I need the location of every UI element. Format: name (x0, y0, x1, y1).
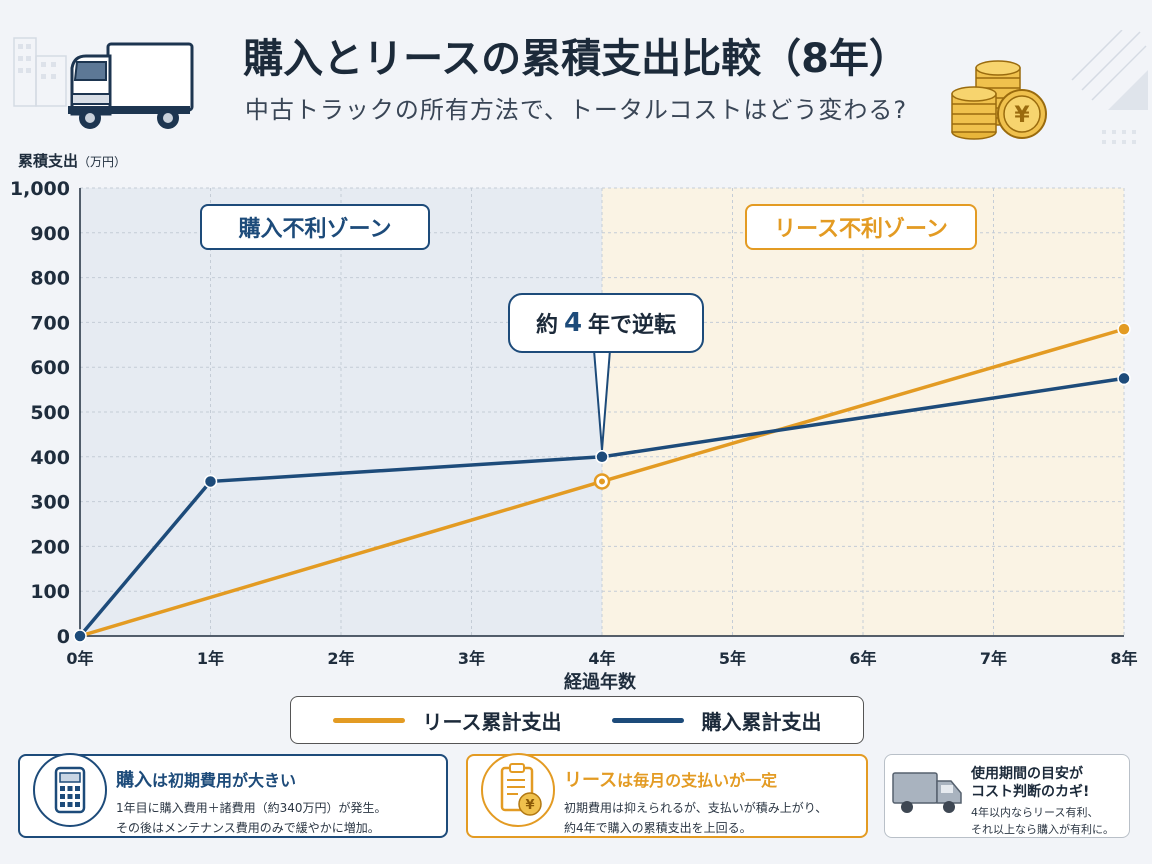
x-tick-label-6: 6年 (849, 649, 876, 668)
card-tip-line1: 4年以内ならリース有利、 (971, 806, 1099, 819)
y-axis-label-text: 累積支出 (18, 152, 79, 170)
legend-item-lease: リース累計支出 (332, 706, 562, 735)
series-marker-1-0 (73, 629, 87, 643)
truck-icon (892, 772, 962, 813)
clipboard-yen-icon: ¥ (481, 753, 555, 827)
y-tick-label-4: 400 (30, 447, 70, 469)
x-tick-label-5: 5年 (719, 649, 746, 668)
series-line-1 (78, 376, 1125, 638)
card-buy-line2: その後はメンテナンス費用のみで緩やかに増加。 (116, 821, 380, 835)
card-buy-title-strong: 購入 (116, 770, 152, 791)
x-tick-label-2: 2年 (327, 649, 354, 668)
svg-text:¥: ¥ (1014, 103, 1030, 128)
y-axis-label: 累積支出（万円） (18, 150, 126, 171)
chart-legend: リース累計支出 購入累計支出 (290, 696, 864, 744)
x-tick-label-4: 4年 (588, 649, 615, 668)
info-card-buy: 購入は初期費用が大きい 1年目に購入費用＋諸費用（約340万円）が発生。 その後… (18, 753, 448, 838)
card-lease-line2: 約4年で購入の累積支出を上回る。 (564, 821, 752, 835)
y-tick-label-5: 500 (30, 402, 70, 424)
legend-label-buy: 購入累計支出 (701, 709, 822, 734)
legend-swatch-lease (332, 717, 405, 723)
y-tick-label-10: 1,000 (10, 178, 70, 200)
legend-label-lease: リース累計支出 (422, 709, 562, 734)
x-tick-label-0: 0年 (66, 649, 93, 668)
info-card-lease: ¥ リースは毎月の支払いが一定 初期費用は抑えられるが、支払いが積み上がり、 約… (466, 753, 868, 838)
y-tick-label-7: 700 (30, 312, 70, 334)
series-marker-1-1 (203, 474, 218, 489)
card-buy-line1: 1年目に購入費用＋諸費用（約340万円）が発生。 (116, 801, 387, 815)
callout-number: 4 (563, 308, 583, 338)
truck-icon (68, 42, 194, 129)
y-tick-label-3: 300 (30, 492, 70, 514)
callout-prefix: 約 (535, 313, 558, 338)
card-lease-line1: 初期費用は抑えられるが、支払いが積み上がり、 (564, 801, 828, 815)
y-tick-label-6: 600 (30, 357, 70, 379)
info-card-tip: 使用期間の目安が コスト判断のカギ! 4年以内ならリース有利、 それ以上なら購入が… (884, 754, 1130, 838)
y-tick-label-0: 0 (57, 626, 70, 648)
building-decoration-icon (13, 37, 67, 107)
y-tick-label-8: 800 (30, 268, 70, 290)
card-buy-title-rest: は初期費用が大きい (152, 771, 297, 790)
page-subtitle: 中古トラックの所有方法で、トータルコストはどう変わる? (244, 96, 908, 124)
zone-label-buy-disadvantage: 購入不利ゾーン (200, 204, 430, 250)
calculator-icon (33, 753, 107, 827)
y-axis-unit: （万円） (78, 155, 127, 169)
card-tip-title2: コスト判断のカギ! (971, 784, 1090, 800)
card-tip-title: 使用期間の目安が コスト判断のカギ! (971, 765, 1117, 801)
callout-suffix: 年で逆転 (588, 313, 677, 338)
series-marker-0-2 (1117, 322, 1131, 336)
svg-text:¥: ¥ (525, 798, 534, 813)
card-tip-line2: それ以上なら購入が有利に。 (971, 823, 1114, 836)
callout-pointer (593, 349, 611, 451)
legend-item-buy: 購入累計支出 (611, 706, 822, 735)
coins-yen-icon: ¥ (951, 60, 1047, 140)
diagonal-decoration-icon (1071, 30, 1148, 144)
y-tick-label-9: 900 (30, 223, 70, 245)
series-marker-dot-0-1 (599, 478, 605, 485)
x-tick-label-7: 7年 (980, 649, 1007, 668)
zone-label-lease-disadvantage: リース不利ゾーン (745, 204, 977, 250)
card-lease-title: リースは毎月の支払いが一定 (564, 766, 854, 792)
series-marker-1-2 (595, 450, 609, 464)
x-tick-label-8: 8年 (1110, 649, 1137, 668)
legend-swatch-buy (611, 717, 684, 723)
x-tick-label-3: 3年 (458, 649, 485, 668)
page-title: 購入とリースの累積支出比較（8年） (243, 36, 909, 82)
reversal-callout: 約 4 年で逆転 (508, 293, 704, 353)
y-tick-label-1: 100 (30, 581, 70, 603)
y-tick-label-2: 200 (30, 536, 70, 558)
series-marker-1-3 (1117, 371, 1131, 386)
x-axis-label: 経過年数 (564, 672, 636, 693)
card-lease-title-rest: は毎月の支払いが一定 (617, 771, 778, 790)
card-tip-title1: 使用期間の目安が (971, 766, 1083, 782)
x-tick-label-1: 1年 (197, 649, 224, 668)
card-lease-title-strong: リース (564, 770, 618, 791)
card-buy-title: 購入は初期費用が大きい (116, 766, 434, 792)
